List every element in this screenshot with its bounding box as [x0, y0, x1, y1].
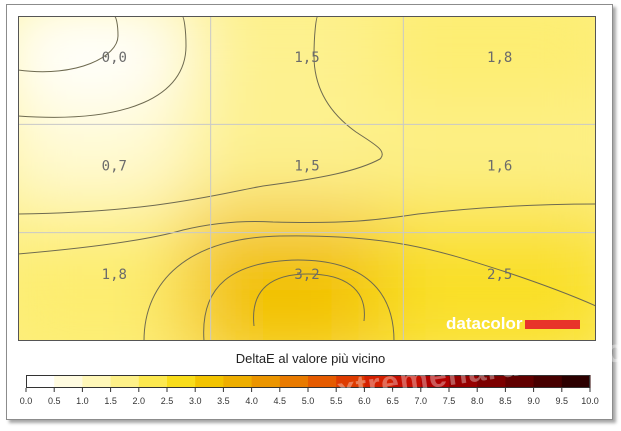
scale-tick-label: 4.0: [245, 396, 258, 406]
scale-tick-label: 6.0: [358, 396, 371, 406]
datacolor-logo: datacolor: [446, 314, 523, 333]
scale-swatch: [110, 375, 140, 388]
scale-swatch: [54, 375, 83, 388]
scale-tick-label: 0.0: [20, 396, 33, 406]
scale-swatch: [505, 375, 535, 388]
heatmap-cell: [378, 207, 596, 341]
contour-line: [143, 235, 596, 341]
scale-tick-label: 6.5: [386, 396, 399, 406]
cell-value-label: 2,5: [487, 267, 512, 283]
cell-value-label: 3,2: [294, 267, 319, 283]
color-scale: 0.0 0.5 1.0 1.5 2.0 2.5 3.0 3.5 4.0 4.5 5.0 5.5 6.0 6…: [20, 375, 599, 406]
scale-swatch: [561, 375, 591, 388]
scale-tick-label: 10.0: [581, 396, 599, 406]
contour-line: [18, 16, 383, 215]
cell-value-label: 1,8: [102, 267, 127, 283]
scale-swatch: [392, 375, 422, 388]
contour-line: [18, 16, 187, 118]
cell-value-label: 1,5: [294, 159, 319, 175]
scale-swatch: [533, 375, 563, 388]
scale-swatch: [364, 375, 394, 388]
legend-title: DeltaE al valore più vicino: [235, 351, 386, 366]
scale-swatch: [308, 375, 337, 388]
contour-line: [253, 273, 365, 327]
scale-tick-label: 3.0: [189, 396, 202, 406]
scale-tick-label: 8.0: [471, 396, 484, 406]
scale-swatch: [279, 375, 309, 388]
scale-swatch: [336, 375, 365, 388]
scale-swatch: [138, 375, 168, 388]
scale-tick-label: 7.0: [415, 396, 428, 406]
scale-swatch: [477, 375, 506, 388]
heatmap-gradient: [18, 16, 596, 341]
scale-tick-label: 1.5: [104, 396, 117, 406]
scale-tick-label: 4.5: [274, 396, 287, 406]
cell-value-label: 0,7: [102, 159, 127, 175]
scale-border: [26, 375, 590, 388]
scale-tick-label: 7.5: [443, 396, 456, 406]
scale-swatch: [195, 375, 224, 388]
scale-tick-label: 9.5: [556, 396, 569, 406]
scale-swatch: [223, 375, 253, 388]
scale-swatch: [420, 375, 450, 388]
contour-line: [18, 16, 119, 73]
contour-line: [18, 203, 596, 255]
cell-value-label: 1,8: [487, 50, 512, 66]
cell-value-label: 1,5: [294, 50, 319, 66]
plot-border: [18, 16, 596, 341]
scale-tick-label: 9.0: [527, 396, 540, 406]
scale-swatch: [449, 375, 478, 388]
scale-tick-label: 2.5: [161, 396, 174, 406]
scale-tick-label: 2.0: [133, 396, 146, 406]
heatmap-plot: 0,0 1,5 1,8 0,7 1,5 1,6 1,8 3,2 2,5 datacolor: [18, 16, 596, 341]
scale-tick-label: 8.5: [499, 396, 512, 406]
cell-value-label: 0,0: [102, 50, 127, 66]
scale-tick-label: 5.0: [302, 396, 315, 406]
datacolor-logo-bar: [525, 320, 580, 329]
scale-swatch: [251, 375, 281, 388]
scale-swatch: [167, 375, 196, 388]
scale-swatch: [26, 375, 55, 388]
scale-tick-label: 1.0: [76, 396, 89, 406]
scale-tick-label: 3.5: [217, 396, 230, 406]
scale-tick-label: 0.5: [48, 396, 61, 406]
scale-swatch: [82, 375, 112, 388]
cell-value-label: 1,6: [487, 159, 512, 175]
scale-tick-label: 5.5: [330, 396, 343, 406]
